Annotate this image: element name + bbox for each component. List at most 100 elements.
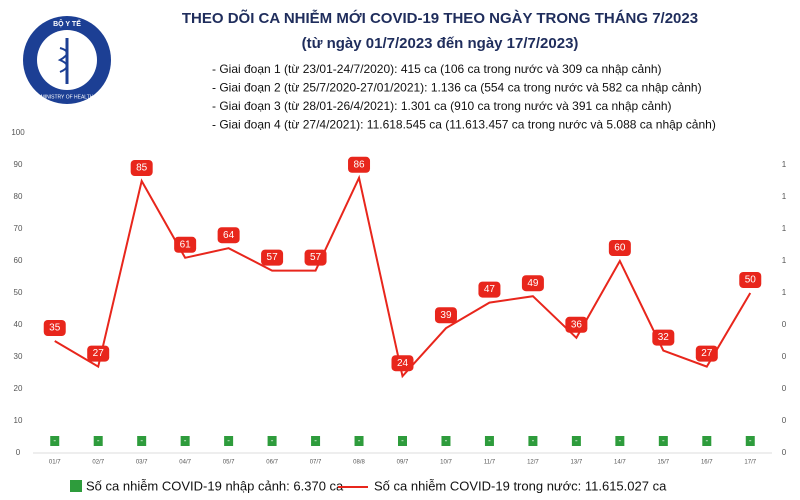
value-label: - (662, 436, 665, 445)
logo-top: BỘ Y TẾ (53, 18, 81, 28)
value-label-box (441, 436, 451, 446)
y-tick-label: 10 (14, 416, 23, 425)
value-label: 35 (49, 323, 61, 334)
x-tick-label: 10/7 (440, 460, 452, 466)
value-label: 39 (440, 310, 452, 321)
value-label: 32 (658, 332, 670, 343)
x-tick-label: 12/7 (527, 460, 539, 466)
annotation: - Giai đoạn 1 (từ 23/01-24/7/2020): 415 … (212, 62, 662, 76)
value-label-box (43, 320, 66, 336)
chart-subtitle: (từ ngày 01/7/2023 đến ngày 17/7/2023) (302, 35, 579, 52)
value-label: 86 (353, 159, 365, 170)
value-label-box (521, 275, 544, 292)
value-label-box (348, 156, 371, 173)
value-label-box (304, 249, 327, 266)
x-tick-label: 16/7 (701, 460, 713, 466)
value-label: 85 (136, 163, 148, 174)
legend-label: Số ca nhiễm COVID-19 trong nước: 11.615.… (374, 478, 667, 493)
value-label-box (739, 272, 762, 288)
value-label-box (267, 436, 277, 446)
x-tick-label: 01/7 (49, 460, 61, 466)
value-label-box (478, 281, 501, 298)
x-tick-label: 06/7 (266, 460, 278, 466)
value-label-box (261, 249, 284, 266)
value-label: 64 (223, 230, 235, 241)
legend-swatch (70, 480, 82, 492)
value-label-box (658, 436, 668, 446)
value-label: - (358, 436, 361, 445)
x-tick-label: 03/7 (136, 460, 148, 466)
y2-tick-label: 1 (782, 224, 787, 233)
annotation: - Giai đoạn 2 (từ 25/7/2020-27/01/2021):… (212, 81, 702, 95)
y-tick-label: 100 (11, 128, 25, 137)
value-label-box (224, 436, 234, 446)
value-label: 57 (267, 252, 279, 263)
x-tick-label: 07/7 (310, 460, 322, 466)
value-label: - (53, 436, 56, 445)
value-label-box (528, 436, 538, 446)
value-label-box (484, 436, 494, 446)
y2-tick-label: 0 (782, 352, 787, 361)
value-label: 24 (397, 358, 409, 369)
value-label: 61 (180, 239, 192, 250)
x-tick-label: 14/7 (614, 460, 626, 466)
y-tick-label: 50 (14, 288, 23, 297)
value-label-box (571, 436, 581, 446)
x-tick-label: 13/7 (571, 460, 583, 466)
value-label: - (227, 436, 230, 445)
value-label-box (217, 227, 240, 244)
value-label: - (445, 436, 448, 445)
value-label: - (532, 436, 535, 445)
annotation: - Giai đoạn 4 (từ 27/4/2021): 11.618.545… (212, 118, 716, 132)
x-tick-label: 11/7 (484, 460, 496, 466)
value-label: 27 (701, 348, 713, 359)
x-tick-label: 17/7 (744, 460, 756, 466)
value-label-box (652, 329, 675, 346)
value-label-box (745, 436, 755, 446)
y2-tick-label: 0 (782, 416, 787, 425)
value-label: - (140, 436, 143, 445)
annotation: - Giai đoạn 3 (từ 28/01-26/4/2021): 1.30… (212, 99, 672, 113)
y2-tick-label: 1 (782, 160, 787, 169)
value-label: - (575, 436, 578, 445)
value-label: - (619, 436, 622, 445)
y-tick-label: 90 (14, 160, 23, 169)
x-tick-label: 04/7 (179, 460, 191, 466)
value-label-box (180, 436, 190, 446)
line (54, 174, 752, 379)
chart-title: THEO DÕI CA NHIỄM MỚI COVID-19 THEO NGÀY… (182, 9, 698, 27)
y-tick-label: 0 (16, 448, 21, 457)
value-label: - (97, 436, 100, 445)
y2-tick-label: 1 (782, 256, 787, 265)
y-tick-label: 40 (14, 320, 23, 329)
value-label-box (137, 436, 147, 446)
value-label: - (705, 436, 708, 445)
value-label-box (398, 436, 407, 446)
y-tick-label: 30 (14, 352, 23, 361)
logo: BỘ Y TẾ MINISTRY OF HEALTH (23, 16, 111, 104)
value-label: - (401, 436, 404, 445)
value-label: - (314, 436, 317, 445)
y-tick-label: 80 (14, 192, 23, 201)
x-tick-label: 09/7 (397, 460, 409, 466)
value-label: 36 (571, 319, 583, 330)
value-label-box (608, 240, 631, 256)
y2-tick-label: 1 (782, 192, 787, 201)
logo-bottom: MINISTRY OF HEALTH (41, 94, 94, 100)
legend-label: Số ca nhiễm COVID-19 nhập cảnh: 6.370 ca (86, 478, 344, 493)
value-label-box (311, 436, 321, 446)
value-label-box (434, 307, 457, 324)
value-label: - (749, 436, 752, 445)
value-label-box (702, 436, 712, 446)
value-label-box (87, 345, 110, 362)
value-label-box (50, 436, 60, 446)
value-label: 50 (745, 275, 757, 286)
y2-tick-label: 0 (782, 448, 787, 457)
value-label-box (354, 436, 364, 446)
value-label: 60 (614, 243, 626, 254)
x-tick-label: 08/8 (353, 460, 365, 466)
value-label: 49 (527, 278, 539, 289)
value-label-box (391, 355, 414, 372)
